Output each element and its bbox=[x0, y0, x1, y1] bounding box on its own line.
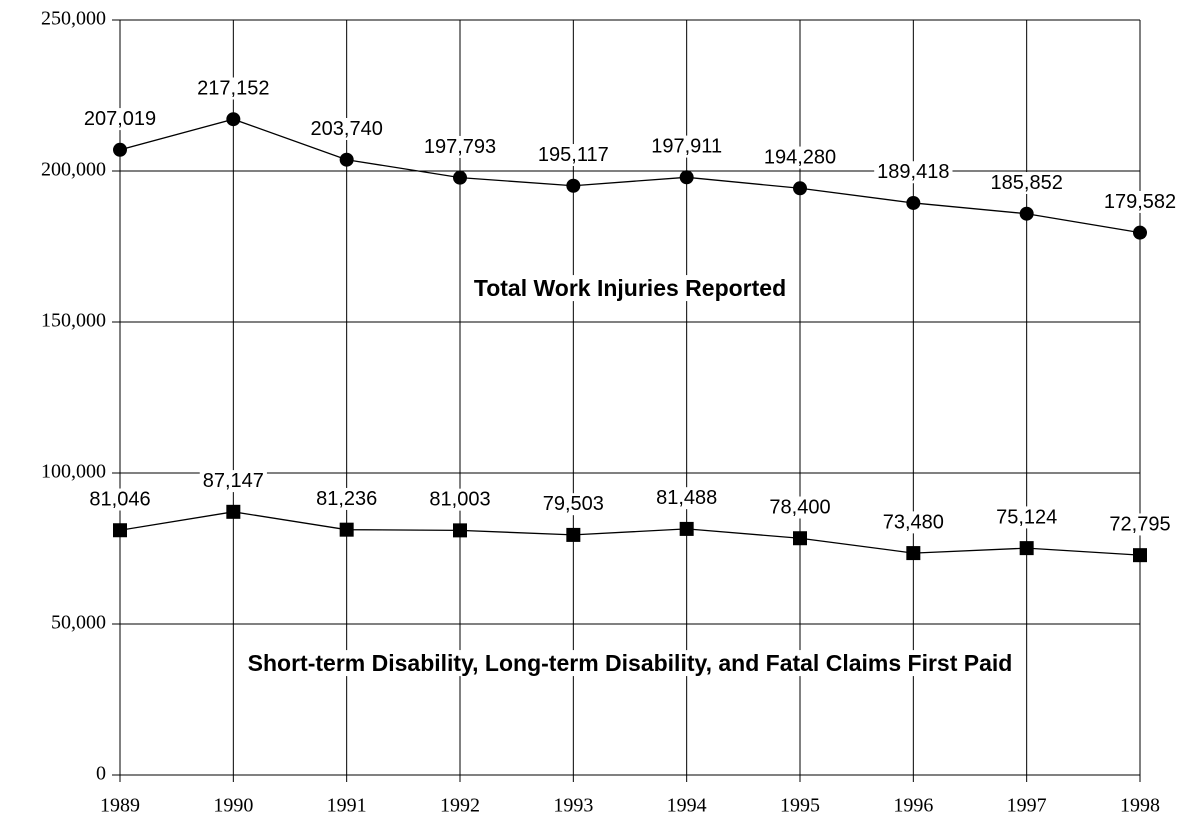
label-bg bbox=[86, 488, 154, 511]
series-line bbox=[119, 118, 1141, 234]
x-tick-label: 1998 bbox=[1120, 795, 1160, 817]
label-bg bbox=[199, 470, 267, 493]
label-bg bbox=[766, 496, 834, 519]
data-label: 179,582 bbox=[1104, 191, 1176, 213]
data-label: 194,280 bbox=[764, 147, 836, 169]
x-tick-label: 1990 bbox=[213, 795, 253, 817]
point bbox=[1019, 206, 1034, 221]
y-tick-label: 250,000 bbox=[41, 8, 106, 30]
label-bg bbox=[313, 487, 381, 510]
x-tick-label: 1997 bbox=[1007, 795, 1047, 817]
data-label: 81,003 bbox=[429, 489, 490, 511]
point bbox=[1133, 548, 1147, 563]
point bbox=[906, 195, 921, 210]
label-bg bbox=[426, 488, 494, 511]
data-label: 87,147 bbox=[203, 470, 264, 492]
point bbox=[566, 527, 581, 542]
label-bg bbox=[648, 135, 726, 158]
data-label: 73,480 bbox=[883, 511, 944, 533]
point bbox=[226, 112, 241, 127]
data-label: 81,236 bbox=[316, 488, 377, 510]
label-bg bbox=[244, 650, 1016, 677]
x-tick-label: 1992 bbox=[440, 795, 480, 817]
label-bg bbox=[760, 146, 840, 169]
point bbox=[339, 522, 354, 537]
point bbox=[906, 546, 921, 561]
data-label: 195,117 bbox=[538, 144, 609, 166]
label-bg bbox=[987, 172, 1066, 195]
data-label: 78,400 bbox=[769, 497, 830, 519]
point bbox=[113, 142, 127, 157]
y-tick-label: 50,000 bbox=[51, 612, 106, 634]
y-tick-label: 100,000 bbox=[41, 461, 106, 483]
data-label: 203,740 bbox=[311, 118, 383, 140]
point bbox=[566, 178, 581, 193]
label-bg bbox=[653, 487, 721, 510]
data-label: 72,795 bbox=[1109, 513, 1170, 535]
point bbox=[339, 152, 354, 167]
point bbox=[226, 504, 241, 519]
point bbox=[1019, 541, 1034, 556]
series-label: Total Work Injuries Reported bbox=[474, 275, 786, 301]
x-tick-label: 1995 bbox=[780, 795, 820, 817]
point bbox=[679, 170, 694, 185]
point bbox=[453, 523, 467, 538]
point bbox=[1133, 225, 1147, 240]
data-label: 197,793 bbox=[424, 136, 496, 158]
data-label: 75,124 bbox=[996, 506, 1057, 528]
y-tick-label: 0 bbox=[96, 763, 106, 785]
x-tick-label: 1991 bbox=[327, 795, 367, 817]
label-bg bbox=[470, 275, 790, 302]
data-label: 79,503 bbox=[543, 493, 604, 515]
label-bg bbox=[534, 144, 612, 167]
data-label: 197,911 bbox=[651, 136, 722, 158]
data-label: 81,488 bbox=[656, 487, 717, 509]
series-line bbox=[119, 511, 1141, 556]
label-bg bbox=[993, 506, 1061, 529]
label-bg bbox=[1100, 190, 1180, 213]
label-bg bbox=[420, 135, 500, 158]
series-label: Short-term Disability, Long-term Disabil… bbox=[248, 650, 1013, 676]
data-label: 189,418 bbox=[877, 161, 949, 183]
x-tick-label: 1994 bbox=[667, 795, 707, 817]
data-label: 185,852 bbox=[991, 172, 1063, 194]
point bbox=[793, 531, 807, 546]
label-bg bbox=[1106, 513, 1174, 536]
point bbox=[453, 170, 467, 185]
y-tick-label: 200,000 bbox=[41, 159, 106, 181]
data-label: 81,046 bbox=[89, 489, 150, 511]
x-tick-label: 1989 bbox=[100, 795, 140, 817]
label-bg bbox=[874, 161, 953, 184]
label-bg bbox=[307, 117, 386, 140]
point bbox=[113, 523, 127, 538]
label-bg bbox=[194, 77, 273, 100]
y-tick-label: 150,000 bbox=[41, 310, 106, 332]
data-label: 207,019 bbox=[84, 108, 156, 130]
point bbox=[679, 521, 694, 536]
label-bg bbox=[879, 511, 947, 534]
label-bg bbox=[539, 493, 607, 516]
x-tick-label: 1996 bbox=[893, 795, 933, 817]
point bbox=[793, 181, 807, 196]
data-label: 217,152 bbox=[197, 77, 269, 99]
x-tick-label: 1993 bbox=[553, 795, 593, 817]
label-bg bbox=[80, 108, 160, 131]
